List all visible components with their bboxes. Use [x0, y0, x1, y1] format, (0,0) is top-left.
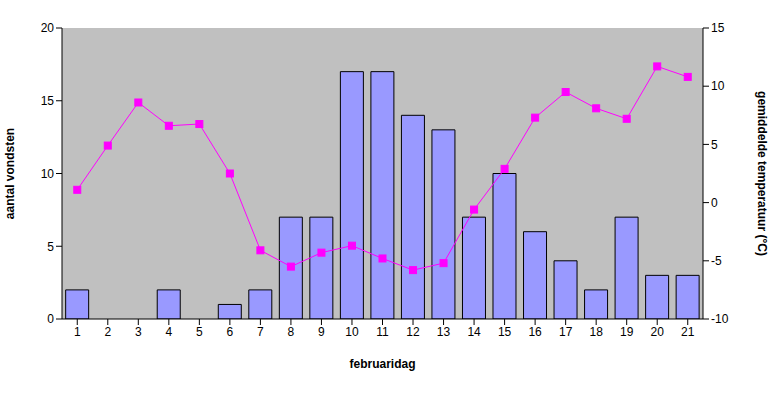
svg-text:10: 10	[345, 325, 359, 339]
svg-text:20: 20	[651, 325, 665, 339]
svg-text:8: 8	[288, 325, 295, 339]
svg-text:7: 7	[257, 325, 264, 339]
svg-text:16: 16	[528, 325, 542, 339]
svg-text:februaridag: februaridag	[349, 357, 415, 371]
svg-text:21: 21	[681, 325, 695, 339]
svg-text:19: 19	[620, 325, 634, 339]
svg-text:5: 5	[711, 138, 718, 152]
svg-text:11: 11	[376, 325, 389, 339]
svg-text:4: 4	[165, 325, 172, 339]
svg-text:15: 15	[41, 94, 55, 108]
svg-text:0: 0	[711, 196, 718, 210]
svg-text:5: 5	[196, 325, 203, 339]
svg-text:14: 14	[467, 325, 481, 339]
svg-text:17: 17	[559, 325, 573, 339]
svg-text:gemiddelde temperatuur (°C): gemiddelde temperatuur (°C)	[755, 91, 762, 256]
svg-text:1: 1	[74, 325, 81, 339]
svg-text:10: 10	[41, 167, 55, 181]
svg-text:12: 12	[406, 325, 420, 339]
svg-text:aantal vondsten: aantal vondsten	[8, 128, 17, 219]
svg-text:13: 13	[437, 325, 451, 339]
svg-text:3: 3	[135, 325, 142, 339]
svg-text:15: 15	[498, 325, 512, 339]
svg-text:10: 10	[711, 79, 725, 93]
svg-text:5: 5	[47, 240, 54, 254]
svg-text:18: 18	[589, 325, 603, 339]
svg-text:-5: -5	[711, 254, 722, 268]
svg-text:9: 9	[318, 325, 325, 339]
svg-text:2: 2	[104, 325, 111, 339]
svg-text:20: 20	[41, 21, 55, 35]
svg-text:15: 15	[711, 21, 725, 35]
svg-text:-10: -10	[711, 312, 729, 326]
svg-text:0: 0	[47, 312, 54, 326]
svg-text:6: 6	[227, 325, 234, 339]
